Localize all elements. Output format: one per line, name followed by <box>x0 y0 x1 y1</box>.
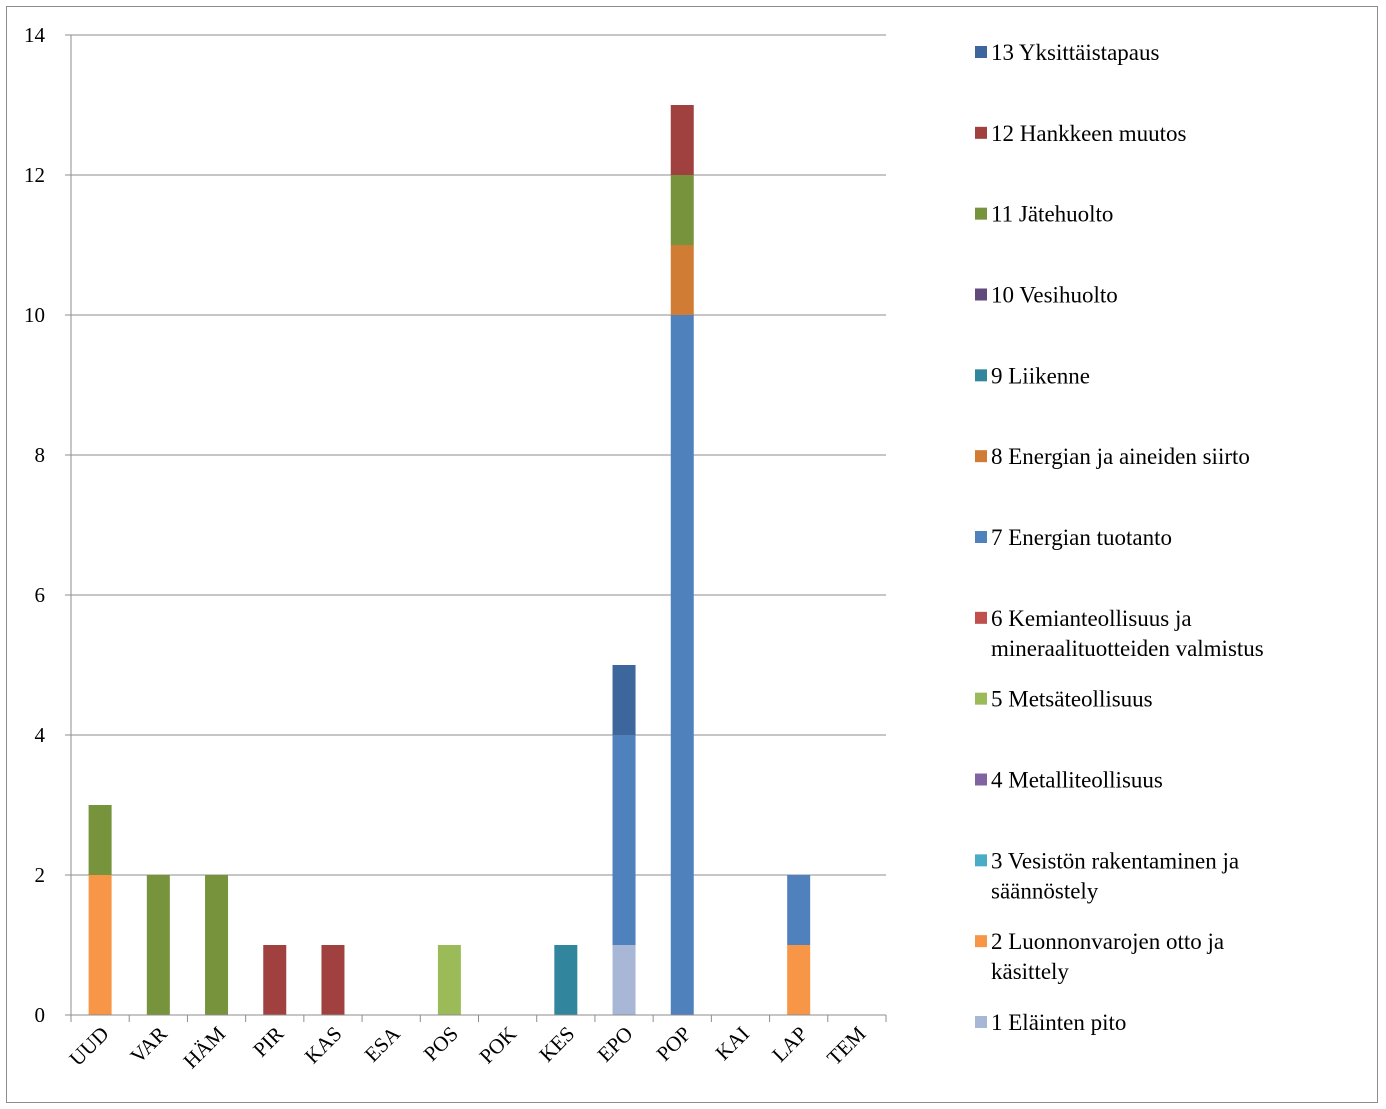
gridlines <box>71 34 886 876</box>
bar-segment <box>321 945 345 1015</box>
bar-segment <box>554 945 578 1015</box>
legend-item: 12 Hankkeen muutos <box>975 121 1187 146</box>
x-tick-label: HÄM <box>178 1021 230 1073</box>
legend-label: 4 Metalliteollisuus <box>991 768 1163 793</box>
bar-segment <box>612 735 636 945</box>
x-tick-label: TEM <box>822 1021 871 1070</box>
legend-swatch <box>975 935 987 948</box>
legend-swatch <box>975 207 987 220</box>
legend-item: 6 Kemianteollisuus ja mineraalituotteiden… <box>975 606 1264 661</box>
x-tick-label: ESA <box>360 1021 406 1067</box>
x-tick-label: POK <box>474 1022 521 1069</box>
legend-swatch <box>975 1016 987 1028</box>
legend-item: 2 Luonnonvarojen otto ja käsittely <box>975 929 1224 984</box>
legend-label: 9 Liikenne <box>991 363 1090 388</box>
legend-item: 10 Vesihuolto <box>975 283 1118 308</box>
legend-label: 13 Yksittäistapaus <box>991 40 1159 65</box>
y-tick-label: 2 <box>35 863 46 887</box>
bar-segment <box>670 105 694 175</box>
legend-item: 8 Energian ja aineiden siirto <box>975 444 1250 469</box>
y-axis: 0 2 4 6 8 10 12 14 <box>24 23 72 1027</box>
bar-segment <box>612 665 636 735</box>
x-tick-label: POS <box>419 1022 463 1066</box>
legend-swatch <box>975 126 987 139</box>
bar-segment <box>787 945 811 1015</box>
legend-label: 2 Luonnonvarojen otto ja käsittely <box>991 929 1224 984</box>
y-tick-label: 14 <box>24 23 46 47</box>
x-tick-label: KES <box>534 1022 579 1067</box>
legend-swatch <box>975 450 987 463</box>
legend-swatch <box>975 46 987 58</box>
x-axis: UUD VAR HÄM PIR KAS ESA POS POK KES EPO POP KAI LAP T… <box>64 1014 887 1073</box>
legend-item: 3 Vesistön rakentaminen ja säännöstely <box>975 848 1239 903</box>
bar-segment <box>670 245 694 315</box>
legend-label: 7 Energian tuotanto <box>991 525 1172 550</box>
y-tick-label: 4 <box>35 723 46 747</box>
y-tick-label: 8 <box>35 443 46 467</box>
bar-segment <box>437 945 461 1015</box>
bars <box>88 105 811 1015</box>
legend-label: 1 Eläinten pito <box>991 1010 1126 1035</box>
bar-segment <box>670 315 694 1015</box>
y-tick-label: 0 <box>35 1003 46 1027</box>
legend-swatch <box>975 611 987 624</box>
bar-segment <box>787 875 811 945</box>
legend-item: 13 Yksittäistapaus <box>975 40 1159 65</box>
bar-segment <box>612 945 636 1015</box>
y-tick-label: 10 <box>24 303 45 327</box>
legend-label: 5 Metsäteollisuus <box>991 687 1153 712</box>
bar-segment <box>263 945 287 1015</box>
x-tick-label: KAS <box>300 1022 347 1069</box>
legend-item: 1 Eläinten pito <box>975 1010 1126 1035</box>
legend-swatch <box>975 288 987 301</box>
bar-segment <box>146 875 170 1015</box>
legend-label: 11 Jätehuolto <box>991 202 1113 227</box>
legend-label: 8 Energian ja aineiden siirto <box>991 444 1250 469</box>
legend-item: 4 Metalliteollisuus <box>975 768 1163 793</box>
x-tick-label: KAI <box>711 1022 754 1065</box>
x-tick-label: UUD <box>64 1022 113 1071</box>
legend-item: 9 Liikenne <box>975 363 1090 388</box>
bar-segment <box>88 875 112 1015</box>
legend-item: 5 Metsäteollisuus <box>975 687 1153 712</box>
bar-segment <box>88 805 112 875</box>
legend-swatch <box>975 369 987 382</box>
y-tick-label: 6 <box>35 583 46 607</box>
legend-label: 10 Vesihuolto <box>991 283 1118 308</box>
legend-label: 3 Vesistön rakentaminen ja säännöstely <box>991 848 1239 903</box>
x-tick-label: PIR <box>248 1022 288 1062</box>
legend-item: 11 Jätehuolto <box>975 202 1113 227</box>
legend-item: 7 Energian tuotanto <box>975 525 1172 550</box>
legend-swatch <box>975 854 987 867</box>
legend-swatch <box>975 692 987 705</box>
bar-segment <box>205 875 229 1015</box>
legend-swatch <box>975 531 987 543</box>
legend-label: 12 Hankkeen muutos <box>991 121 1187 146</box>
bar-segment <box>670 175 694 245</box>
x-tick-label: LAP <box>767 1022 812 1067</box>
legend-label: 6 Kemianteollisuus ja mineraalituotteiden… <box>991 606 1264 661</box>
x-tick-label: VAR <box>125 1022 171 1068</box>
y-tick-label: 12 <box>24 163 45 187</box>
x-tick-label: POP <box>652 1022 696 1066</box>
x-tick-label: EPO <box>593 1022 638 1067</box>
legend-swatch <box>975 773 987 786</box>
legend: 13 Yksittäistapaus 12 Hankkeen muutos 11 J… <box>975 40 1264 1035</box>
